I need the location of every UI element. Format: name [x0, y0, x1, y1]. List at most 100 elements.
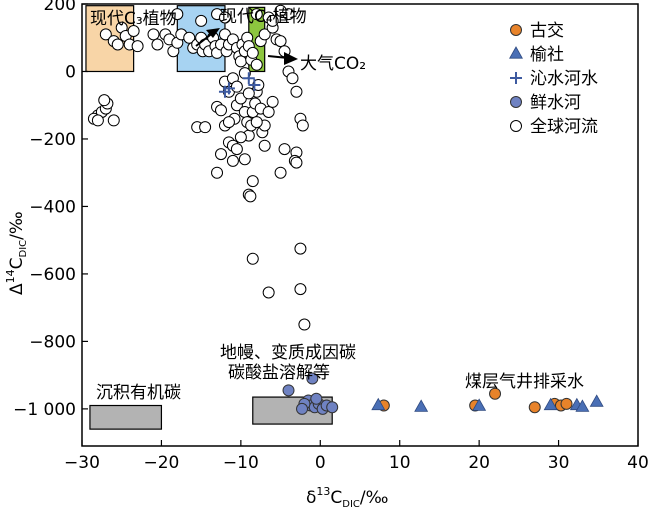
plot-frame: [81, 3, 639, 447]
point-榆社-3: [543, 397, 558, 411]
legend-label-沁水河水: 沁水河水: [530, 69, 598, 89]
point-鲜水河-9: [310, 392, 323, 405]
point-全球河流-96: [286, 72, 299, 85]
point-全球河流-15: [183, 31, 196, 44]
y-tick-label: 0: [65, 62, 76, 82]
legend-label-古交: 古交: [530, 21, 564, 41]
point-榆社-1: [414, 399, 429, 412]
series-沁水河水: [218, 72, 261, 98]
point-全球河流-93: [234, 131, 247, 144]
point-沁水河水-3: [248, 78, 261, 91]
y-axis-ticks: 200 0 −200 −400 −600 −800 −1 000: [13, 0, 88, 420]
point-全球河流-112: [290, 156, 303, 169]
legend-label-榆社: 榆社: [530, 45, 564, 65]
point-全球河流-8: [147, 28, 160, 41]
annotation-c4: 现代C₄植物: [220, 7, 307, 27]
point-全球河流-85: [266, 95, 279, 108]
point-全球河流-97: [290, 85, 303, 98]
annotation-mantle-line1: 地幔、变质成因碳: [220, 343, 356, 363]
y-tick-label: 200: [44, 0, 76, 15]
x-tick-label: 0: [315, 453, 326, 473]
point-全球河流-32: [234, 55, 247, 68]
point-全球河流-118: [238, 153, 251, 166]
point-全球河流-94: [222, 116, 235, 129]
point-全球河流-64: [199, 121, 212, 134]
point-全球河流-99: [296, 119, 309, 132]
point-全球河流-7: [131, 40, 144, 53]
x-tick-label: 20: [468, 453, 490, 473]
point-鲜水河-10: [296, 402, 309, 415]
point-鲜水河-11: [326, 401, 339, 414]
point-全球河流-109: [246, 252, 259, 265]
x-tick-label: −20: [143, 453, 179, 473]
point-全球河流-84: [262, 105, 275, 118]
point-全球河流-6: [111, 38, 124, 51]
point-全球河流-108: [246, 175, 259, 188]
point-全球河流-41: [258, 28, 271, 41]
point-全球河流-102: [258, 139, 271, 152]
point-全球河流-62: [107, 114, 120, 127]
point-全球河流-52: [266, 14, 279, 27]
point-全球河流-5: [127, 24, 140, 37]
point-鲜水河-0: [282, 384, 295, 397]
point-全球河流-51: [250, 8, 263, 21]
point-全球河流-114: [294, 242, 307, 255]
point-全球河流-104: [215, 148, 227, 161]
point-全球河流-113: [262, 286, 275, 299]
series-全球河流: [87, 4, 311, 331]
point-全球河流-89: [230, 80, 243, 93]
point-榆社-5: [575, 399, 590, 412]
y-tick-label: −600: [29, 265, 76, 285]
point-全球河流-105: [226, 154, 239, 167]
point-全球河流-91: [242, 87, 255, 100]
annotation-mantle-line2: 碳酸盐溶解等: [228, 363, 330, 383]
point-全球河流-103: [211, 166, 224, 179]
legend-label-全球河流: 全球河流: [530, 117, 598, 137]
point-全球河流-59: [98, 94, 111, 107]
markers: [87, 4, 604, 415]
x-tick-label: 30: [548, 453, 570, 473]
x-axis-ticks: −30 −20 −10 0 10 20 30 40: [64, 440, 649, 473]
point-全球河流-107: [244, 190, 257, 203]
point-全球河流-54: [171, 8, 184, 21]
point-全球河流-50: [218, 11, 231, 24]
legend-marker-沁水河水: [510, 72, 522, 84]
point-沁水河水-2: [242, 72, 255, 85]
point-全球河流-49: [195, 14, 208, 27]
point-全球河流-53: [274, 4, 287, 17]
point-全球河流-39: [250, 58, 263, 71]
y-tick-label: −400: [29, 197, 76, 217]
point-古交-6: [560, 397, 573, 410]
point-鲜水河-1: [306, 372, 319, 385]
y-axis-title: Δ14CDIC/‰: [4, 211, 29, 295]
point-全球河流-61: [91, 114, 104, 127]
point-古交-3: [528, 401, 541, 414]
point-全球河流-92: [250, 116, 263, 129]
point-全球河流-0: [99, 28, 112, 41]
annotation-atm: 大气CO₂: [300, 54, 366, 74]
legend-label-鲜水河: 鲜水河: [530, 93, 581, 113]
point-全球河流-45: [274, 35, 287, 48]
annotation-organic: 沉积有机碳: [96, 383, 181, 403]
y-tick-label: −800: [29, 332, 76, 352]
point-全球河流-100: [278, 143, 291, 156]
arrow-c4: [195, 28, 220, 47]
series-榆社: [371, 394, 604, 412]
x-tick-label: −10: [223, 453, 259, 473]
point-榆社-2: [472, 398, 487, 411]
legend-marker-榆社: [509, 46, 523, 59]
x-tick-label: 10: [389, 453, 411, 473]
legend-marker-鲜水河: [510, 96, 522, 108]
y-tick-label: −200: [29, 130, 76, 150]
point-全球河流-66: [215, 104, 227, 117]
point-全球河流-38: [246, 46, 259, 59]
x-axis-title: δ13CDIC/‰: [306, 485, 388, 510]
x-tick-label: 40: [627, 453, 649, 473]
legend-marker-全球河流: [510, 120, 522, 132]
region-沉积有机碳: [89, 404, 163, 430]
point-全球河流-116: [298, 318, 311, 331]
point-全球河流-9: [151, 38, 164, 51]
annotation-c3: 现代C₃植物: [90, 9, 177, 29]
x-tick-label: −30: [64, 453, 100, 473]
